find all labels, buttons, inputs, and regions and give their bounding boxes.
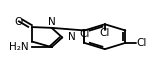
- Text: Cl: Cl: [79, 29, 90, 40]
- Text: Cl: Cl: [136, 38, 146, 48]
- Text: H₂N: H₂N: [9, 42, 29, 52]
- Text: Cl: Cl: [100, 28, 110, 38]
- Text: N: N: [48, 17, 55, 27]
- Text: N: N: [68, 32, 76, 42]
- Text: O: O: [15, 17, 23, 27]
